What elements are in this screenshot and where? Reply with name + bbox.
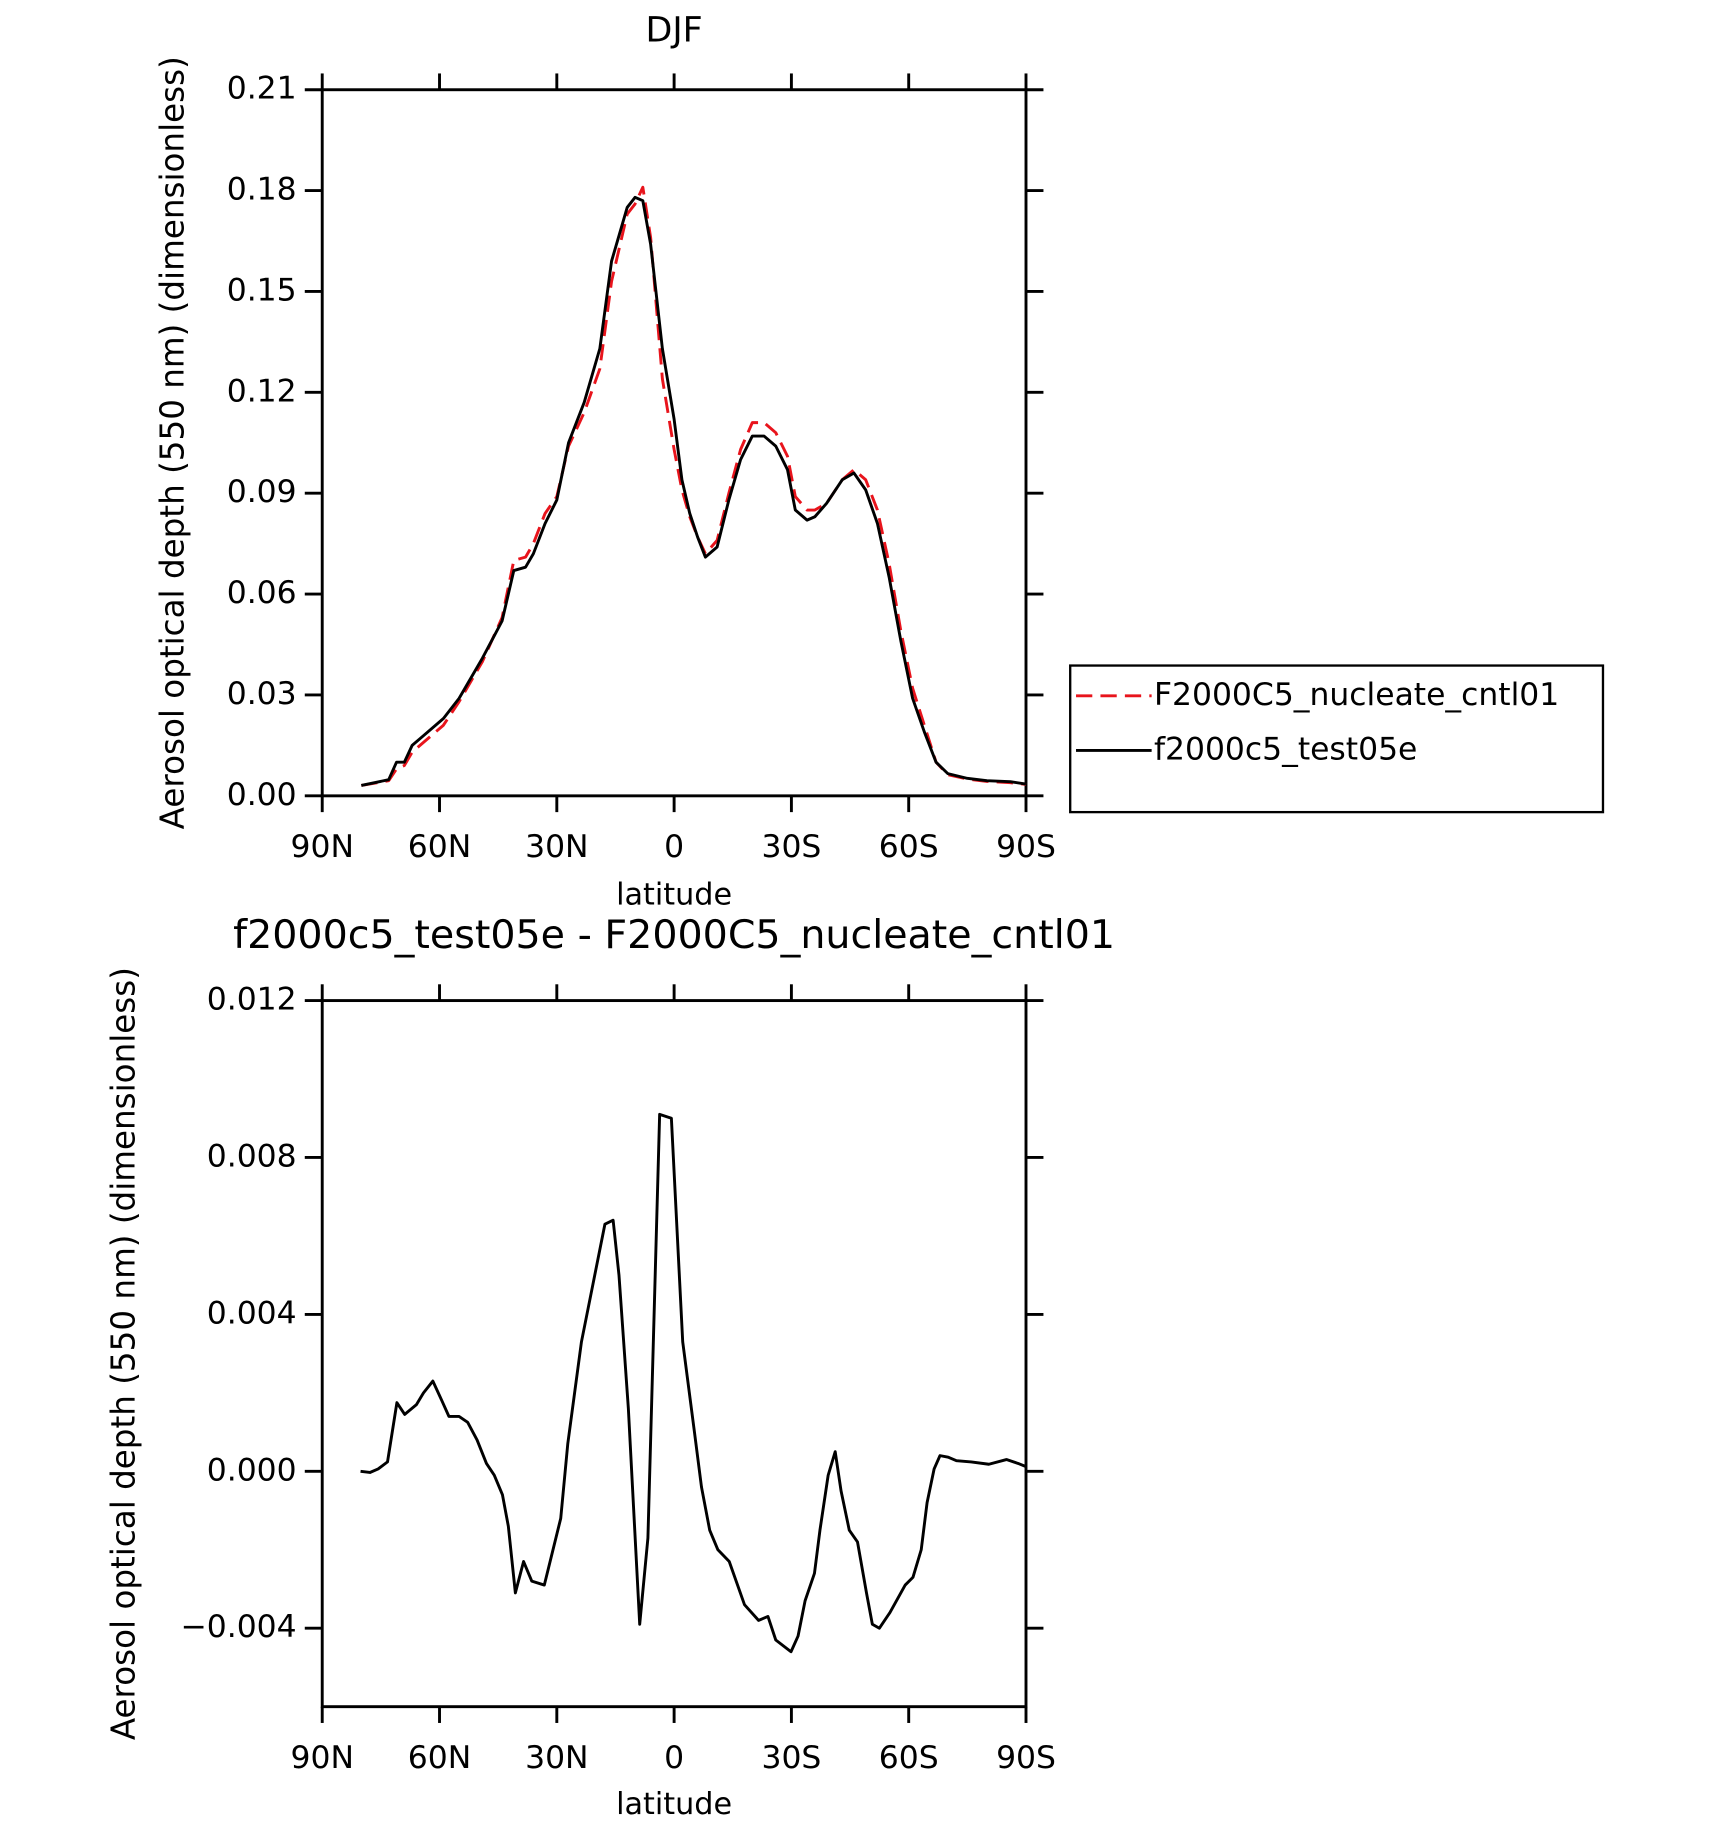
x-tick-label: 30S bbox=[761, 1740, 821, 1776]
x-axis-label: latitude bbox=[616, 877, 732, 912]
x-tick-label: 30N bbox=[525, 829, 588, 865]
x-tick-label: 90S bbox=[996, 829, 1056, 865]
legend-label: f2000c5_test05e bbox=[1154, 731, 1417, 767]
x-axis-label: latitude bbox=[616, 1787, 732, 1822]
x-tick-label: 30N bbox=[525, 1740, 588, 1776]
plot-frame bbox=[320, 999, 1028, 1709]
x-tick-label: 30S bbox=[761, 829, 821, 865]
x-tick-label: 60S bbox=[879, 829, 939, 865]
y-axis-label: Aerosol optical depth (550 nm) (dimensio… bbox=[105, 967, 143, 1740]
y-tick-label: 0.03 bbox=[227, 676, 297, 712]
x-tick-label: 60S bbox=[879, 1740, 939, 1776]
legend-label: F2000C5_nucleate_cntl01 bbox=[1154, 677, 1559, 713]
y-tick-label: 0.18 bbox=[227, 172, 297, 208]
y-tick-label: −0.004 bbox=[180, 1609, 296, 1645]
x-tick-label: 0 bbox=[664, 1740, 684, 1776]
x-tick-label: 0 bbox=[664, 829, 684, 865]
y-tick-label: 0.008 bbox=[207, 1138, 297, 1174]
y-tick-label: 0.00 bbox=[227, 777, 297, 813]
y-tick-label: 0.000 bbox=[207, 1452, 297, 1488]
x-tick-label: 90S bbox=[996, 1740, 1056, 1776]
legend-box bbox=[1069, 664, 1605, 814]
data-line bbox=[360, 1112, 1027, 1654]
y-tick-label: 0.06 bbox=[227, 575, 297, 611]
y-axis-label: Aerosol optical depth (550 nm) (dimensio… bbox=[153, 56, 191, 829]
x-tick-label: 90N bbox=[291, 1740, 354, 1776]
chart-title: DJF bbox=[646, 11, 703, 51]
x-tick-label: 60N bbox=[408, 1740, 471, 1776]
plot-frame bbox=[320, 88, 1028, 798]
y-tick-label: 0.21 bbox=[227, 71, 297, 107]
y-tick-label: 0.15 bbox=[227, 272, 297, 308]
y-tick-label: 0.004 bbox=[207, 1295, 297, 1331]
y-tick-label: 0.012 bbox=[207, 982, 297, 1018]
x-tick-label: 60N bbox=[408, 829, 471, 865]
y-tick-label: 0.09 bbox=[227, 474, 297, 510]
data-line bbox=[361, 195, 1027, 787]
x-tick-label: 90N bbox=[291, 829, 354, 865]
y-tick-label: 0.12 bbox=[227, 373, 297, 409]
chart-title: f2000c5_test05e - F2000C5_nucleate_cntl0… bbox=[233, 912, 1115, 958]
